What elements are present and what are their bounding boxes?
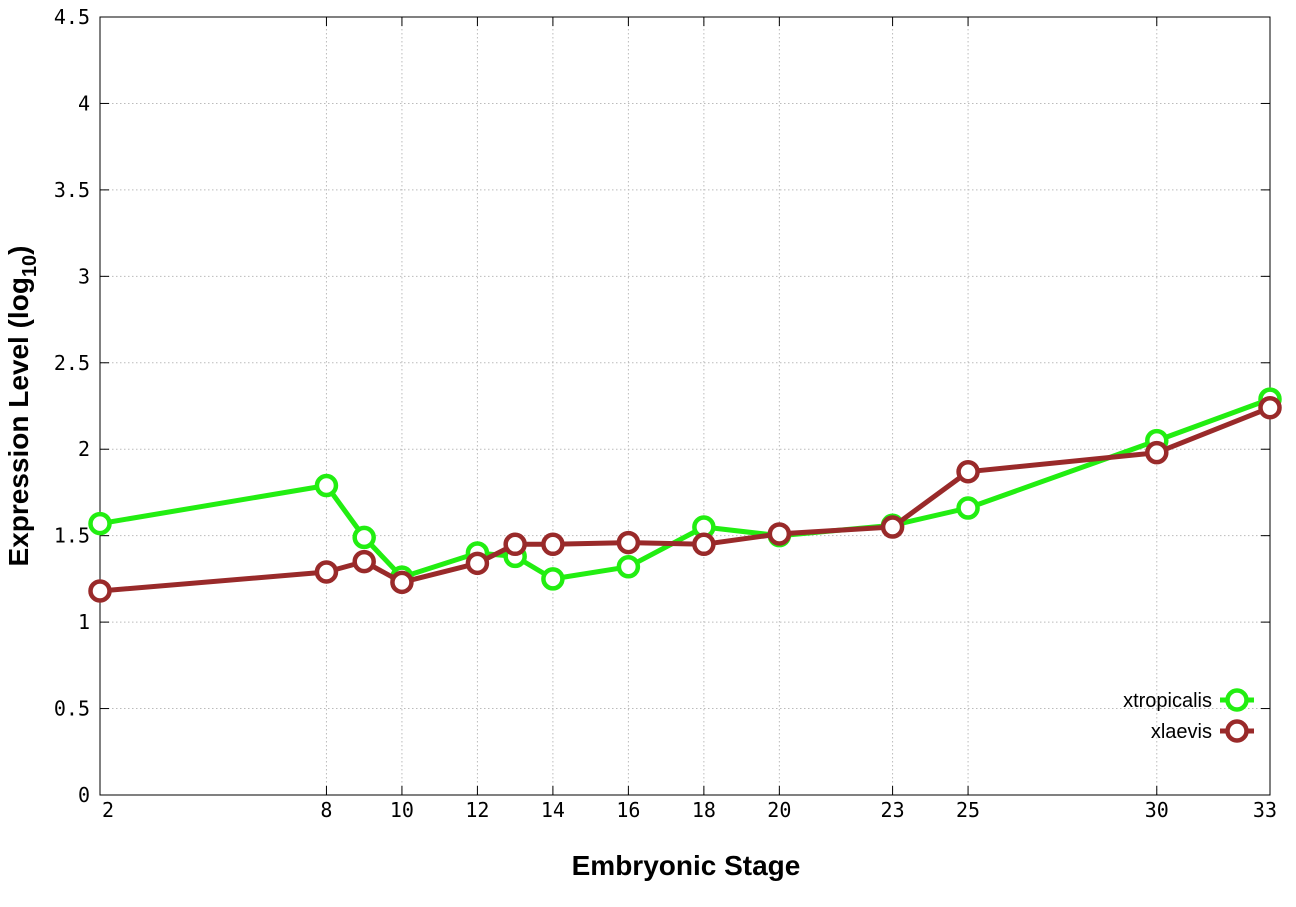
data-point-xlaevis: [1145, 440, 1169, 465]
x-tick-label: 8: [320, 798, 332, 822]
x-tick-label: 18: [692, 798, 716, 822]
data-point-xtropicalis: [616, 555, 641, 579]
legend-item-xtropicalis: xtropicalis: [1123, 688, 1254, 712]
x-tick-label: 16: [616, 798, 640, 822]
x-tick-label: 14: [541, 798, 565, 822]
y-tick-label: 0.5: [54, 697, 90, 721]
x-tick-label: 30: [1145, 798, 1169, 822]
x-tick-label: 10: [390, 798, 414, 822]
y-tick-label: 1.5: [54, 524, 90, 548]
y-axis-title-subscript: 10: [19, 255, 41, 277]
legend: xtropicalis xlaevis: [1123, 688, 1254, 743]
data-point-xlaevis: [767, 522, 792, 546]
data-point-xlaevis: [541, 532, 565, 557]
data-point-xlaevis: [314, 560, 339, 584]
data-point-xlaevis: [390, 570, 414, 595]
data-point-xlaevis: [616, 530, 641, 555]
x-tick-label: 2: [102, 798, 114, 822]
data-point-xtropicalis: [956, 496, 980, 520]
data-point-xlaevis: [465, 551, 490, 576]
series-xtropicalis: [88, 387, 1282, 591]
y-tick-label: 1: [78, 610, 90, 634]
plot-frame: [99, 16, 1271, 796]
data-point-xlaevis: [956, 459, 980, 484]
y-tick-labels: 0 0.5 1 1.5 2 2.5 3 3.5 4 4.5: [54, 5, 90, 807]
y-axis-title-close: ): [3, 246, 34, 255]
data-point-xtropicalis: [314, 473, 339, 498]
data-point-xlaevis: [692, 532, 716, 557]
data-point-xlaevis: [352, 549, 376, 574]
series-layer: [88, 387, 1282, 603]
y-tick-label: 4.5: [54, 5, 90, 29]
y-tick-label: 0: [78, 783, 90, 807]
data-point-xlaevis: [503, 532, 527, 557]
x-tick-label: 23: [881, 798, 905, 822]
x-tick-label: 12: [465, 798, 489, 822]
y-axis-title: Expression Level (log10): [3, 246, 41, 567]
legend-item-xlaevis: xlaevis: [1151, 719, 1254, 743]
data-point-xlaevis: [880, 515, 905, 539]
y-tick-label: 2: [78, 437, 90, 461]
data-point-xlaevis: [88, 579, 112, 603]
x-tick-label: 25: [956, 798, 980, 822]
x-tick-label: 33: [1253, 798, 1277, 822]
y-axis-title-main: Expression Level (log: [3, 277, 34, 566]
x-axis-title: Embryonic Stage: [572, 850, 801, 881]
data-point-xlaevis: [1258, 395, 1282, 420]
legend-label-xlaevis: xlaevis: [1151, 721, 1212, 743]
data-point-xtropicalis: [352, 525, 376, 550]
y-tick-label: 4: [78, 91, 90, 115]
grid-lines: [100, 17, 1270, 795]
legend-marker-xtropicalis: [1225, 688, 1249, 712]
series-line-xtropicalis: [97, 396, 1273, 582]
legend-marker-xlaevis: [1225, 719, 1249, 743]
y-tick-label: 3: [78, 264, 90, 288]
data-point-xtropicalis: [88, 511, 112, 536]
legend-label-xtropicalis: xtropicalis: [1123, 690, 1212, 712]
data-point-xtropicalis: [541, 567, 565, 591]
series-line-xlaevis: [97, 405, 1273, 594]
y-tick-label: 2.5: [54, 351, 90, 375]
axis-ticks: [99, 16, 1271, 796]
y-tick-label: 3.5: [54, 178, 90, 202]
series-xlaevis: [88, 395, 1282, 603]
x-tick-label: 20: [767, 798, 791, 822]
x-tick-labels: 2 8 10 12 14 16 18 20 23 25 30 33: [102, 798, 1277, 822]
